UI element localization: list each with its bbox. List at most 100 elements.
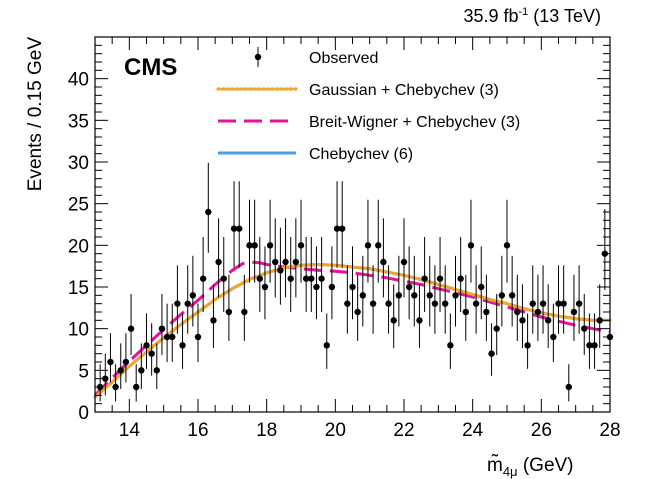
data-point [138, 367, 145, 374]
x-tick-label: 28 [599, 420, 620, 441]
data-point [230, 225, 238, 232]
data-point [431, 300, 439, 307]
data-point [514, 308, 521, 316]
data-point [385, 300, 392, 307]
data-point [483, 308, 490, 316]
data-point [472, 300, 480, 307]
data-point [210, 317, 217, 324]
data-point [534, 308, 542, 316]
data-point [344, 300, 351, 307]
data-point [426, 292, 433, 299]
data-point [272, 258, 279, 266]
axes: 14 16 18 20 22 24 26 28 0 5 10 15 20 25 30 35 40 [68, 36, 621, 441]
y-tick-label: 10 [68, 320, 89, 341]
data-point [508, 292, 516, 299]
data-point [498, 292, 506, 299]
data-point [236, 225, 243, 232]
x-tick-label: 14 [119, 420, 141, 441]
data-point [297, 242, 305, 249]
data-point [184, 300, 191, 307]
y-tick-label: 35 [68, 111, 89, 132]
data-point [436, 275, 444, 282]
data-point [246, 242, 253, 249]
data-point [452, 292, 459, 299]
data-point [442, 300, 449, 307]
data-point [266, 242, 274, 249]
legend: CMS Observed Gaussian + Chebychev (3) Breit… [124, 47, 520, 163]
x-tick-label: 20 [325, 420, 346, 441]
data-point [364, 242, 372, 249]
data-point [333, 225, 341, 232]
data-point [416, 317, 423, 324]
data-point [148, 350, 155, 357]
data-point [117, 367, 124, 374]
data-point [261, 283, 269, 291]
legend-label: Observed [309, 50, 378, 67]
data-point [375, 242, 382, 249]
y-tick-label: 30 [68, 153, 89, 174]
data-point [287, 275, 294, 282]
data-point [447, 342, 454, 349]
data-point [400, 258, 408, 266]
x-tick-label: 18 [256, 420, 277, 441]
data-point [565, 383, 572, 391]
data-point [555, 300, 562, 307]
data-point [277, 267, 284, 274]
data-point [205, 208, 212, 216]
data-point [112, 383, 119, 391]
data-point [179, 342, 186, 349]
data-point [581, 325, 588, 332]
data-point [411, 292, 418, 299]
data-point [251, 242, 258, 249]
data-point [405, 283, 413, 291]
data-point [282, 258, 289, 266]
data-point [220, 275, 227, 282]
data-point [174, 300, 181, 307]
data-point [395, 292, 403, 299]
y-tick-label: 0 [78, 403, 89, 424]
data-point [225, 308, 233, 316]
data-point [292, 258, 300, 266]
data-point [256, 275, 263, 282]
data-point [189, 292, 197, 299]
data-point [107, 358, 114, 366]
y-tick-label: 20 [68, 236, 89, 257]
x-axis-label: m̃4μ (GeV) [487, 454, 574, 479]
data-point [586, 342, 593, 349]
x-tick-label: 22 [393, 420, 414, 441]
experiment-label: CMS [124, 54, 177, 81]
legend-marker-point [254, 53, 262, 61]
data-point [596, 317, 603, 324]
data-point [143, 342, 150, 349]
data-point [570, 308, 578, 316]
y-tick-label: 5 [78, 361, 89, 382]
data-point [390, 317, 397, 324]
y-tick-label: 25 [68, 195, 89, 216]
data-point [122, 358, 130, 366]
y-tick-label: 15 [68, 278, 89, 299]
data-point [339, 225, 346, 232]
data-point [545, 317, 552, 324]
y-axis-label: Events / 0.15 GeV [25, 37, 46, 192]
data-point [199, 275, 207, 282]
data-point [354, 308, 361, 316]
data-point [539, 300, 547, 307]
data-point [133, 383, 140, 391]
data-point [575, 300, 583, 307]
data-point [359, 292, 366, 299]
data-point [102, 375, 109, 382]
data-point [169, 333, 176, 341]
data-point [302, 275, 310, 282]
data-point [323, 342, 330, 349]
data-point [369, 300, 377, 307]
data-point [163, 333, 171, 341]
data-point [153, 367, 160, 374]
data-point [529, 300, 536, 307]
observed-points [96, 162, 614, 402]
axis-labels: m̃4μ (GeV) Events / 0.15 GeV [25, 37, 574, 479]
data-point [519, 317, 526, 324]
luminosity-label: 35.9 fb-1 (13 TeV) [463, 6, 601, 27]
data-point [313, 283, 320, 291]
data-point [215, 258, 222, 266]
